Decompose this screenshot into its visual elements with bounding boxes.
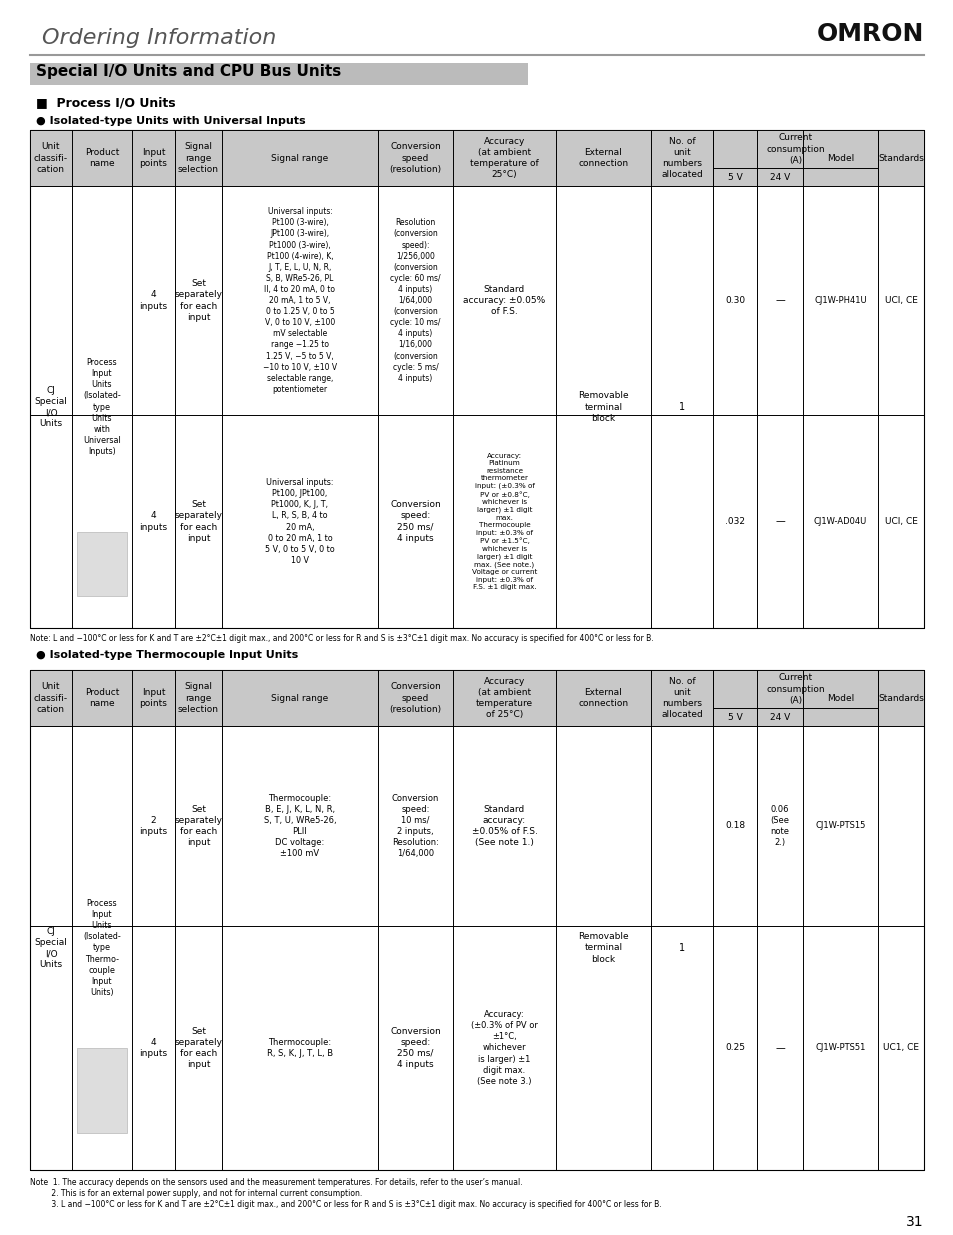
Text: Unit
classifi-
cation: Unit classifi- cation <box>34 683 68 714</box>
Bar <box>712 130 877 168</box>
Text: Signal
range
selection: Signal range selection <box>178 683 219 714</box>
Text: Note: L and −100°C or less for K and T are ±2°C±1 digit max., and 200°C or less : Note: L and −100°C or less for K and T a… <box>30 634 653 643</box>
Text: CJ1W-AD04U: CJ1W-AD04U <box>813 517 866 526</box>
Text: Unit
classifi-
cation: Unit classifi- cation <box>34 142 68 174</box>
Text: Set
separately
for each
input: Set separately for each input <box>174 279 222 321</box>
Bar <box>77 1049 127 1134</box>
Text: CJ1W-PTS15: CJ1W-PTS15 <box>815 821 864 830</box>
Text: 0.06
(See
note
2.): 0.06 (See note 2.) <box>770 805 789 847</box>
Text: —: — <box>774 516 784 526</box>
Text: Standard
accuracy: ±0.05%
of F.S.: Standard accuracy: ±0.05% of F.S. <box>463 285 545 316</box>
Bar <box>30 130 923 186</box>
Text: Accuracy
(at ambient
temperature of
25°C): Accuracy (at ambient temperature of 25°C… <box>470 137 538 179</box>
Text: Conversion
speed:
10 ms/
2 inputs,
Resolution:
1/64,000: Conversion speed: 10 ms/ 2 inputs, Resol… <box>392 794 438 858</box>
Text: Model: Model <box>826 153 853 163</box>
Text: —: — <box>774 1042 784 1053</box>
Text: Set
separately
for each
input: Set separately for each input <box>174 500 222 542</box>
Text: Signal
range
selection: Signal range selection <box>178 142 219 174</box>
Text: Conversion
speed:
250 ms/
4 inputs: Conversion speed: 250 ms/ 4 inputs <box>390 500 440 542</box>
Text: Accuracy
(at ambient
temperature
of 25°C): Accuracy (at ambient temperature of 25°C… <box>476 677 533 719</box>
Text: .032: .032 <box>724 517 744 526</box>
Text: Resolution
(conversion
speed):
1/256,000
(conversion
cycle: 60 ms/
4 inputs)
1/6: Resolution (conversion speed): 1/256,000… <box>390 219 440 383</box>
Text: CJ
Special
I/O
Units: CJ Special I/O Units <box>34 926 68 969</box>
Text: UC1, CE: UC1, CE <box>882 1044 918 1052</box>
Text: UCI, CE: UCI, CE <box>883 517 917 526</box>
Text: Note  1. The accuracy depends on the sensors used and the measurement temperatur: Note 1. The accuracy depends on the sens… <box>30 1178 522 1187</box>
Text: CJ
Special
I/O
Units: CJ Special I/O Units <box>34 385 68 429</box>
Text: —: — <box>774 295 784 305</box>
Text: Current
consumption
(A): Current consumption (A) <box>765 673 824 705</box>
Text: 2. This is for an external power supply, and not for internal current consumptio: 2. This is for an external power supply,… <box>30 1189 362 1198</box>
Text: Set
separately
for each
input: Set separately for each input <box>174 1026 222 1070</box>
Text: Ordering Information: Ordering Information <box>42 28 276 48</box>
Text: Removable
terminal
block: Removable terminal block <box>578 932 628 963</box>
Bar <box>30 130 923 629</box>
Text: 5 V: 5 V <box>727 173 741 182</box>
Text: 4
inputs: 4 inputs <box>139 290 168 310</box>
Text: 31: 31 <box>905 1215 923 1229</box>
Text: Product
name: Product name <box>85 688 119 708</box>
Text: Process
Input
Units
(Isolated-
type
Thermo-
couple
Input
Units): Process Input Units (Isolated- type Ther… <box>83 899 121 997</box>
Text: 2
inputs: 2 inputs <box>139 816 168 836</box>
Text: Accuracy:
(±0.3% of PV or
±1°C,
whichever
is larger) ±1
digit max.
(See note 3.): Accuracy: (±0.3% of PV or ±1°C, whicheve… <box>471 1010 537 1086</box>
Text: Model: Model <box>826 694 853 703</box>
Text: OMRON: OMRON <box>816 22 923 46</box>
Text: Special I/O Units and CPU Bus Units: Special I/O Units and CPU Bus Units <box>36 64 341 79</box>
Text: Accuracy:
Platinum
resistance
thermometer
input: (±0.3% of
PV or ±0.8°C,
whichev: Accuracy: Platinum resistance thermomete… <box>472 453 537 590</box>
Bar <box>77 532 127 597</box>
Text: 24 V: 24 V <box>769 713 789 721</box>
Text: 24 V: 24 V <box>769 173 789 182</box>
Text: CJ1W-PH41U: CJ1W-PH41U <box>813 296 866 305</box>
Text: Standards: Standards <box>877 694 923 703</box>
Text: Signal range: Signal range <box>271 694 328 703</box>
Text: 0.30: 0.30 <box>724 296 744 305</box>
Text: 1: 1 <box>679 944 684 953</box>
Text: Product
name: Product name <box>85 148 119 168</box>
Text: ● Isolated-type Thermocouple Input Units: ● Isolated-type Thermocouple Input Units <box>36 650 298 659</box>
Text: Conversion
speed:
250 ms/
4 inputs: Conversion speed: 250 ms/ 4 inputs <box>390 1026 440 1070</box>
Text: CJ1W-PTS51: CJ1W-PTS51 <box>815 1044 864 1052</box>
Text: No. of
unit
numbers
allocated: No. of unit numbers allocated <box>660 137 702 179</box>
Text: Universal inputs:
Pt100, JPt100,
Pt1000, K, J, T,
L, R, S, B, 4 to
20 mA,
0 to 2: Universal inputs: Pt100, JPt100, Pt1000,… <box>265 478 335 564</box>
Text: 3. L and −100°C or less for K and T are ±2°C±1 digit max., and 200°C or less for: 3. L and −100°C or less for K and T are … <box>30 1200 661 1209</box>
Text: Set
separately
for each
input: Set separately for each input <box>174 805 222 847</box>
Bar <box>30 63 527 85</box>
Text: External
connection: External connection <box>578 148 628 168</box>
Text: 5 V: 5 V <box>727 713 741 721</box>
Text: Signal range: Signal range <box>271 153 328 163</box>
Text: Thermocouple:
R, S, K, J, T, L, B: Thermocouple: R, S, K, J, T, L, B <box>267 1037 333 1058</box>
Text: Process
Input
Units
(Isolated-
type
Units
with
Universal
Inputs): Process Input Units (Isolated- type Unit… <box>83 358 121 456</box>
Text: UCI, CE: UCI, CE <box>883 296 917 305</box>
Text: 4
inputs: 4 inputs <box>139 511 168 531</box>
Text: Universal inputs:
Pt100 (3-wire),
JPt100 (3-wire),
Pt1000 (3-wire),
Pt100 (4-wir: Universal inputs: Pt100 (3-wire), JPt100… <box>263 207 336 394</box>
Text: Conversion
speed
(resolution): Conversion speed (resolution) <box>389 142 441 174</box>
Text: 0.18: 0.18 <box>724 821 744 830</box>
Text: External
connection: External connection <box>578 688 628 708</box>
Text: No. of
unit
numbers
allocated: No. of unit numbers allocated <box>660 677 702 719</box>
Text: Conversion
speed
(resolution): Conversion speed (resolution) <box>389 683 441 714</box>
Text: Standards: Standards <box>877 153 923 163</box>
Text: ● Isolated-type Units with Universal Inputs: ● Isolated-type Units with Universal Inp… <box>36 116 305 126</box>
Text: Removable
terminal
block: Removable terminal block <box>578 391 628 422</box>
Text: Standard
accuracy:
±0.05% of F.S.
(See note 1.): Standard accuracy: ±0.05% of F.S. (See n… <box>471 805 537 847</box>
Text: Thermocouple:
B, E, J, K, L, N, R,
S, T, U, WRe5-26,
PLII
DC voltage:
±100 mV: Thermocouple: B, E, J, K, L, N, R, S, T,… <box>263 794 336 858</box>
Text: Input
points: Input points <box>139 688 168 708</box>
Text: Current
consumption
(A): Current consumption (A) <box>765 133 824 164</box>
Bar <box>30 671 923 726</box>
Text: 4
inputs: 4 inputs <box>139 1037 168 1058</box>
Text: 0.25: 0.25 <box>724 1044 744 1052</box>
Text: Input
points: Input points <box>139 148 168 168</box>
Bar <box>712 671 877 708</box>
Bar <box>30 671 923 1170</box>
Text: ■  Process I/O Units: ■ Process I/O Units <box>36 96 175 109</box>
Text: 1: 1 <box>679 403 684 412</box>
